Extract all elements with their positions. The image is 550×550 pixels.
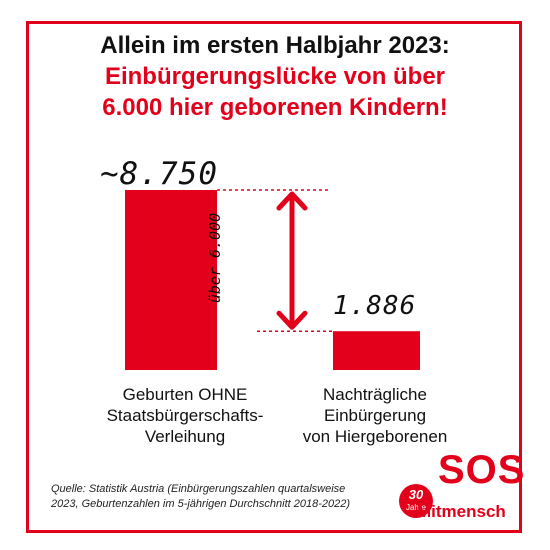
source-line: Quelle: Statistik Austria (Einbürgerungs… <box>51 483 346 495</box>
logo-name: SOS <box>438 448 526 492</box>
chart-title: Allein im ersten Halbjahr 2023: Einbürge… <box>0 30 550 123</box>
data-label-naturalizations: 1.886 <box>333 291 417 321</box>
category-label-line: Staatsbürgerschafts- <box>106 406 264 425</box>
anniversary-badge: 30 Jahre <box>399 484 433 518</box>
logo-subname: Mitmensch <box>417 502 506 521</box>
category-label-line: Nachträgliche <box>323 385 427 404</box>
difference-annotation: über 6.000 <box>206 212 224 304</box>
category-label-naturalizations: Nachträgliche Einbürgerung von Hiergebor… <box>285 384 465 447</box>
title-line-2: Einbürgerungslücke von über <box>104 63 446 90</box>
title-line-3: 6.000 hier geborenen Kindern! <box>102 94 448 121</box>
source-note: Quelle: Statistik Austria (Einbürgerungs… <box>51 482 381 512</box>
arrow-head-down <box>276 310 308 330</box>
sos-mitmensch-logo: SOS 30 Jahre Mitmensch <box>395 448 530 530</box>
arrow-head-up <box>276 191 308 211</box>
category-label-births: Geburten OHNE Staatsbürgerschafts- Verle… <box>95 384 275 447</box>
badge-number: 30 <box>408 487 424 502</box>
badge-text: Jahre <box>405 503 426 512</box>
bar-births <box>125 190 217 370</box>
category-label-line: von Hiergeborenen <box>302 427 448 446</box>
bar-naturalizations <box>333 331 420 370</box>
category-label-line: Einbürgerung <box>323 406 427 425</box>
category-label-line: Verleihung <box>144 427 226 446</box>
data-label-births: ~8.750 <box>100 156 218 192</box>
source-line: 2023, Geburtenzahlen im 5-jährigen Durch… <box>51 498 351 510</box>
category-label-line: Geburten OHNE <box>122 385 248 404</box>
title-line-1: Allein im ersten Halbjahr 2023: <box>100 32 450 59</box>
red-frame <box>26 21 522 533</box>
